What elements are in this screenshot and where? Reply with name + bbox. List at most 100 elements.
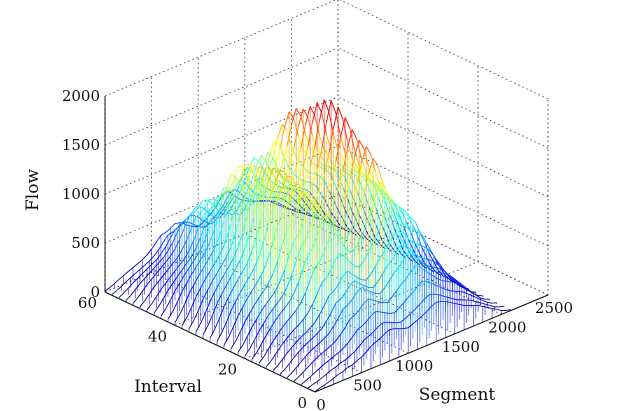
surface-profile-segment (333, 189, 339, 202)
surface-profile-segment (330, 100, 337, 114)
surface-profile-segment (244, 276, 251, 285)
surface-profile-segment (480, 297, 486, 300)
surface-profile-segment (162, 250, 169, 259)
surface-profile-segment (316, 352, 323, 358)
surface-profile-segment (342, 270, 348, 277)
surface-profile-segment (146, 248, 152, 256)
surface-profile-segment (312, 169, 318, 182)
surface-profile-segment (237, 233, 244, 248)
surface-profile-segment (330, 219, 337, 230)
surface-profile-segment (160, 261, 166, 269)
surface-profile-segment (382, 265, 388, 275)
x-tick-label: 500 (353, 377, 382, 395)
surface-profile-segment (209, 329, 216, 339)
surface-profile-segment (426, 258, 432, 261)
surface-profile-segment (356, 163, 362, 185)
surface-profile-segment (386, 297, 393, 303)
surface-profile-segment (417, 280, 423, 287)
surface-profile-segment (389, 328, 395, 331)
surface-profile-segment (141, 268, 148, 275)
surface-profile-segment (347, 299, 353, 306)
surface-profile-segment (291, 108, 297, 126)
surface-profile-segment (349, 261, 355, 267)
surface-profile-segment (209, 291, 216, 302)
surface-profile-segment (267, 308, 274, 316)
surface-profile-segment (207, 205, 213, 213)
surface-profile-segment (335, 137, 341, 163)
surface-profile-segment (258, 241, 265, 257)
surface-profile-segment (302, 146, 309, 168)
surface-profile-segment (314, 367, 320, 373)
surface-profile-segment (305, 106, 311, 125)
surface-profile-segment (426, 305, 432, 312)
surface-profile-segment (218, 245, 225, 256)
surface-profile-segment (337, 236, 344, 245)
surface-profile-segment (421, 234, 428, 244)
surface-profile-segment (421, 262, 428, 267)
surface-profile-segment (167, 283, 174, 291)
surface-profile-segment (382, 209, 388, 221)
surface-profile-segment (312, 333, 318, 339)
surface-profile-segment (183, 216, 190, 229)
surface-profile-segment (127, 282, 134, 289)
surface-profile-segment (160, 246, 166, 255)
surface-profile-segment (396, 223, 402, 231)
surface-profile-segment (288, 185, 295, 200)
surface-profile-segment (379, 250, 386, 258)
surface-profile-segment (333, 231, 339, 238)
z-tick-label: 0 (90, 283, 100, 301)
surface-profile-segment (197, 268, 204, 277)
surface-profile-segment (172, 276, 178, 284)
surface-profile-segment (354, 140, 360, 158)
surface-profile-segment (190, 248, 197, 258)
surface-profile-segment (365, 273, 372, 281)
surface-profile-segment (328, 356, 334, 361)
surface-profile-segment (342, 304, 348, 310)
surface-profile-segment (169, 270, 176, 278)
surface-profile-segment (218, 306, 225, 319)
surface-profile-segment (295, 247, 302, 262)
surface-profile-segment (111, 290, 117, 295)
surface-profile-segment (403, 223, 409, 227)
surface-profile-segment (211, 272, 218, 282)
surface-profile-segment (377, 322, 383, 328)
surface-profile-segment (197, 215, 204, 229)
surface-profile-segment (477, 297, 483, 301)
surface-profile-segment (207, 315, 213, 327)
surface-profile-segment (361, 224, 367, 236)
surface-profile-segment (356, 286, 362, 293)
surface-profile-segment (260, 335, 267, 345)
surface-profile-segment (174, 226, 180, 231)
surface-profile-segment (286, 191, 292, 201)
grid-line-side-z (337, 96, 549, 198)
surface-profile-segment (160, 232, 166, 236)
surface-profile-segment (396, 208, 402, 212)
surface-profile-segment (291, 341, 297, 348)
surface-profile-segment (256, 167, 262, 178)
surface-profile-segment (277, 188, 283, 201)
surface-profile-segment (463, 286, 470, 291)
surface-profile-segment (337, 106, 344, 120)
surface-profile-segment (307, 204, 313, 213)
surface-profile-segment (214, 318, 220, 330)
surface-profile-segment (274, 281, 281, 292)
surface-profile-segment (403, 209, 409, 215)
surface-profile-segment (340, 117, 346, 138)
surface-profile-segment (286, 315, 292, 322)
surface-profile-segment (221, 210, 227, 230)
surface-profile-segment (489, 304, 495, 308)
surface-profile-segment (410, 240, 416, 244)
surface-profile-segment (436, 300, 441, 303)
surface-profile-segment (484, 303, 490, 306)
surface-profile-segment (263, 223, 269, 243)
surface-profile-segment (342, 343, 348, 349)
surface-profile-segment (498, 305, 504, 308)
surface-profile-segment (375, 338, 381, 343)
surface-profile-segment (277, 327, 283, 335)
surface-profile-segment (347, 129, 353, 148)
surface-profile-segment (428, 249, 435, 257)
surface-profile-segment (232, 165, 239, 182)
surface-profile-segment (344, 285, 351, 294)
surface-profile-segment (356, 325, 362, 331)
surface-profile-segment (204, 271, 211, 280)
